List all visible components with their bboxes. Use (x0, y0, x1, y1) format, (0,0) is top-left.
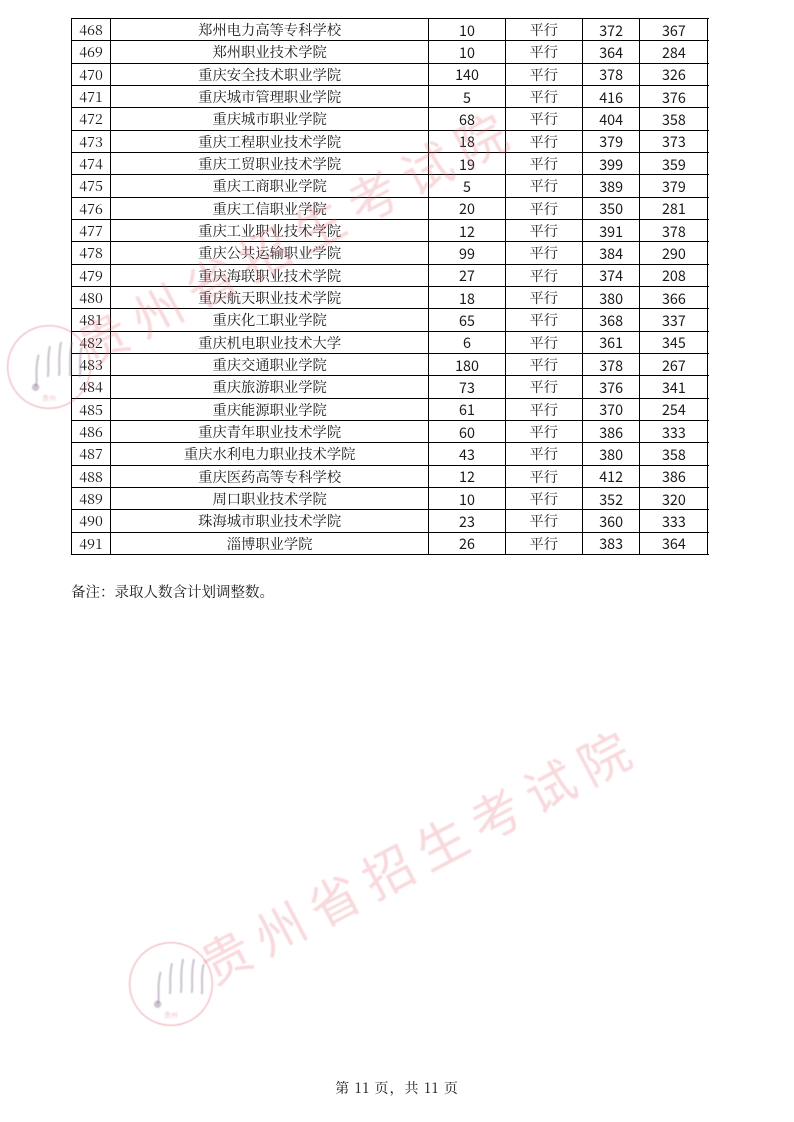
svg-text:贵州: 贵州 (164, 1010, 178, 1020)
svg-text:贵州: 贵州 (42, 393, 56, 403)
